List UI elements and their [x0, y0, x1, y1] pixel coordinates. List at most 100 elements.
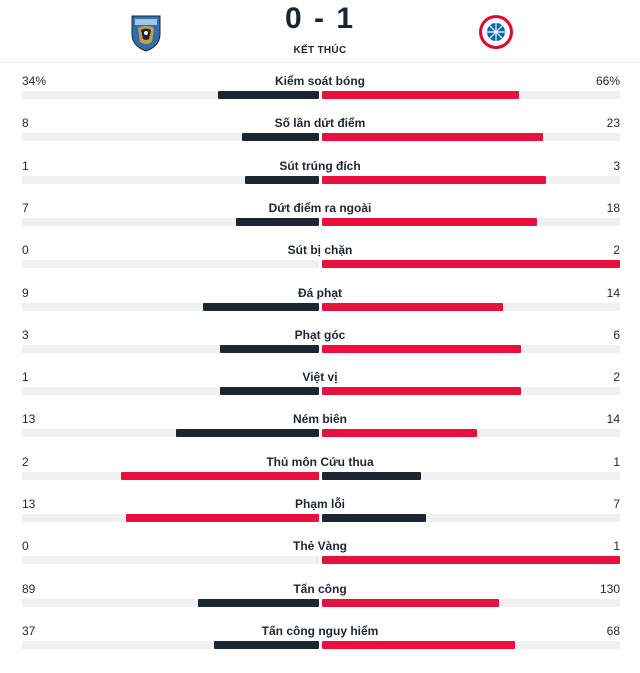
stat-home-bar	[244, 175, 319, 184]
stat-away-value: 14	[606, 412, 620, 427]
stat-home-bar-track	[22, 640, 319, 649]
stat-row: 0 Thẻ Vàng 1	[0, 538, 640, 580]
stat-away-bar	[322, 175, 546, 184]
stat-label: Phạm lỗi	[294, 497, 345, 511]
stat-home-value: 7	[22, 200, 29, 215]
stat-away-bar-track	[322, 344, 620, 353]
stat-home-bar	[198, 598, 319, 607]
stat-label: Dứt điểm ra ngoài	[268, 200, 372, 215]
stat-row: 1 Sút trúng đích 3	[0, 158, 640, 200]
stat-away-value: 7	[613, 497, 620, 511]
stat-away-bar-track	[322, 133, 620, 142]
stat-row: 34% Kiểm soát bóng 66%	[0, 73, 640, 115]
stat-home-bar	[218, 91, 319, 99]
kawasaki-frontale-crest-icon[interactable]	[128, 12, 164, 52]
stat-away-bar	[322, 260, 620, 269]
stat-away-value: 66%	[595, 74, 620, 88]
stat-away-value: 1	[613, 539, 620, 554]
stat-away-bar	[322, 471, 422, 480]
stat-away-bar	[322, 302, 504, 311]
stat-label: Số lần dứt điểm	[274, 116, 366, 131]
stat-row: 1 Việt vị 2	[0, 369, 640, 411]
stat-home-value: 8	[22, 116, 29, 131]
stat-away-value: 130	[599, 581, 620, 596]
stat-label: Ném biên	[292, 412, 347, 427]
stat-away-bar	[322, 429, 477, 438]
stat-label: Kiểm soát bóng	[274, 74, 365, 88]
stat-label: Đá phạt	[297, 285, 342, 300]
stat-home-bar-track	[22, 387, 319, 396]
stat-away-bar-track	[322, 91, 620, 99]
stat-row: 37 Tấn công nguy hiểm 68	[0, 623, 640, 665]
stat-label: Thủ môn Cứu thua	[266, 454, 374, 469]
bayern-munich-crest-icon[interactable]	[478, 12, 514, 52]
stat-home-bar-track	[22, 344, 319, 353]
stat-away-bar-track	[322, 302, 620, 311]
stat-away-value: 3	[613, 158, 620, 173]
stat-home-value: 1	[22, 370, 29, 385]
stat-away-bar	[322, 598, 499, 607]
stat-label: Tấn công	[293, 581, 347, 596]
stat-home-value: 89	[22, 581, 36, 596]
stat-label: Sút trúng đích	[279, 158, 361, 173]
stat-away-value: 23	[606, 116, 620, 131]
stat-away-value: 14	[606, 285, 620, 300]
stat-away-bar	[322, 91, 519, 99]
stat-away-bar-track	[322, 260, 620, 269]
stat-away-bar	[322, 640, 515, 649]
stat-away-value: 18	[606, 200, 620, 215]
stat-away-value: 6	[613, 327, 620, 342]
stat-away-bar-track	[322, 514, 620, 522]
match-header: 0 - 1 KẾT THÚC	[0, 0, 640, 63]
stat-home-bar	[202, 302, 319, 311]
stat-away-bar	[322, 344, 521, 353]
stat-row: 7 Dứt điểm ra ngoài 18	[0, 200, 640, 242]
stat-row: 13 Phạm lỗi 7	[0, 496, 640, 538]
stat-home-bar	[220, 387, 319, 396]
stat-row: 89 Tấn công 130	[0, 581, 640, 623]
stat-away-bar-track	[322, 429, 620, 438]
stat-label: Việt vị	[302, 370, 338, 385]
stat-away-bar-track	[322, 556, 620, 565]
stat-label: Phạt góc	[294, 327, 346, 342]
stat-away-bar-track	[322, 598, 620, 607]
stat-home-bar-track	[22, 217, 319, 226]
stat-away-value: 2	[613, 370, 620, 385]
stat-label: Sút bị chặn	[287, 243, 353, 258]
stat-home-bar-track	[22, 471, 319, 480]
stat-away-value: 1	[613, 454, 620, 469]
stat-home-bar	[176, 429, 319, 438]
stat-away-bar-track	[322, 175, 620, 184]
stat-home-bar-track	[22, 598, 319, 607]
stat-away-bar-track	[322, 387, 620, 396]
stat-away-bar	[322, 387, 521, 396]
stat-home-value: 3	[22, 327, 29, 342]
stat-away-bar	[322, 556, 620, 565]
stat-away-bar-track	[322, 217, 620, 226]
stat-home-value: 9	[22, 285, 29, 300]
stat-away-bar	[322, 133, 544, 142]
stat-away-bar	[322, 514, 427, 522]
stat-home-value: 34%	[22, 74, 47, 88]
stat-away-value: 2	[613, 243, 620, 258]
stat-home-bar	[214, 640, 319, 649]
stat-home-value: 0	[22, 243, 29, 258]
stat-home-value: 13	[22, 497, 36, 511]
stat-home-bar	[235, 217, 319, 226]
stat-home-bar-track	[22, 133, 319, 142]
stat-row: 8 Số lần dứt điểm 23	[0, 115, 640, 157]
stat-home-bar-track	[22, 91, 319, 99]
stat-home-value: 2	[22, 454, 29, 469]
stat-home-value: 0	[22, 539, 29, 554]
stat-row: 13 Ném biên 14	[0, 411, 640, 453]
stat-home-bar	[121, 471, 319, 480]
stat-home-bar-track	[22, 556, 319, 565]
stat-home-bar-track	[22, 429, 319, 438]
stat-home-bar	[125, 514, 319, 522]
stat-row: 2 Thủ môn Cứu thua 1	[0, 454, 640, 496]
stat-row: 3 Phạt góc 6	[0, 327, 640, 369]
stat-home-value: 1	[22, 158, 29, 173]
match-status: KẾT THÚC	[293, 45, 347, 56]
match-score: 0 - 1	[284, 2, 356, 35]
stat-away-bar	[322, 217, 537, 226]
